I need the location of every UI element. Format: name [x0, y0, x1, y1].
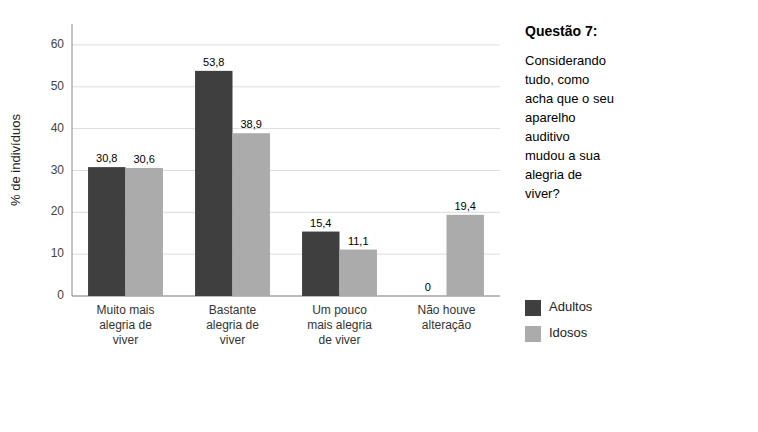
- bar: [88, 167, 125, 296]
- data-label: 0: [425, 281, 431, 293]
- text-line: Um pouco: [312, 303, 367, 317]
- text-line: Bastante: [209, 303, 257, 317]
- y-tick-label: 0: [57, 288, 64, 302]
- data-label: 15,4: [310, 217, 331, 229]
- text-line: mudou a sua: [525, 148, 601, 163]
- text-line: viver: [220, 333, 245, 347]
- grid: [72, 45, 500, 296]
- y-axis-line: [72, 24, 73, 296]
- data-label: 30,6: [134, 153, 155, 165]
- text-line: viver?: [525, 186, 560, 201]
- text-line: Não houve: [417, 303, 475, 317]
- text-line: tudo, como: [525, 72, 589, 87]
- chart-container: 0102030405060Muito maisalegria deviverBa…: [0, 0, 758, 432]
- y-tick-label: 20: [51, 204, 65, 218]
- page: {"chart_data": {"type": "bar", "categori…: [0, 0, 758, 432]
- annotation-text: Considerando tudo, como acha que o seu apar…: [525, 53, 614, 201]
- x-tick-label: Bastantealegria deviver: [206, 303, 259, 347]
- text-line: Considerando: [525, 53, 606, 68]
- bar: [195, 71, 232, 296]
- data-label: 30,8: [96, 152, 117, 164]
- bar: [126, 168, 163, 296]
- bar: [233, 133, 270, 296]
- text-line: viver: [113, 333, 138, 347]
- bar: [340, 250, 377, 296]
- data-label: 11,1: [348, 235, 369, 247]
- x-tick-label: Muito maisalegria deviver: [96, 303, 154, 347]
- text-line: Questão 7:: [525, 23, 597, 39]
- y-axis-label: % de indivíduos: [8, 114, 23, 206]
- data-labels: 30,8 53,8 15,4 0 30,6 38,9 11,1 19,4: [96, 56, 476, 293]
- text-line: aparelho: [525, 110, 576, 125]
- legend-swatch: [525, 326, 541, 342]
- text-line: acha que o seu: [525, 91, 614, 106]
- axes: 0102030405060Muito maisalegria deviverBa…: [51, 24, 500, 347]
- text-line: auditivo: [525, 129, 570, 144]
- chart-svg: 0102030405060Muito maisalegria deviverBa…: [0, 0, 758, 432]
- data-label: 53,8: [203, 56, 224, 68]
- text-line: mais alegria: [307, 318, 372, 332]
- data-label: 38,9: [241, 118, 262, 130]
- bar: [302, 232, 339, 296]
- data-label: 19,4: [455, 200, 476, 212]
- y-tick-label: 50: [51, 79, 65, 93]
- legend: Adultos Idosos: [525, 299, 593, 342]
- grid-line: [72, 128, 500, 129]
- y-tick-label: 30: [51, 163, 65, 177]
- y-tick-label: 40: [51, 121, 65, 135]
- text-line: alteração: [422, 318, 472, 332]
- legend-label: Idosos: [549, 325, 588, 340]
- grid-line: [72, 44, 500, 45]
- annotation-header: Questão 7:: [525, 23, 597, 39]
- text-line: de viver: [318, 333, 360, 347]
- bars: [88, 71, 484, 296]
- text-line: alegria de: [99, 318, 152, 332]
- text-line: Muito mais: [96, 303, 154, 317]
- x-tick-label: Não houvealteração: [417, 303, 475, 332]
- bar: [409, 296, 446, 297]
- grid-line: [72, 86, 500, 87]
- y-tick-label: 60: [51, 37, 65, 51]
- text-line: alegria de: [206, 318, 259, 332]
- y-tick-label: 10: [51, 246, 65, 260]
- x-tick-label: Um poucomais alegriade viver: [307, 303, 372, 347]
- text-line: alegria de: [525, 167, 582, 182]
- bar: [447, 215, 484, 296]
- legend-swatch: [525, 300, 541, 316]
- legend-label: Adultos: [549, 299, 593, 314]
